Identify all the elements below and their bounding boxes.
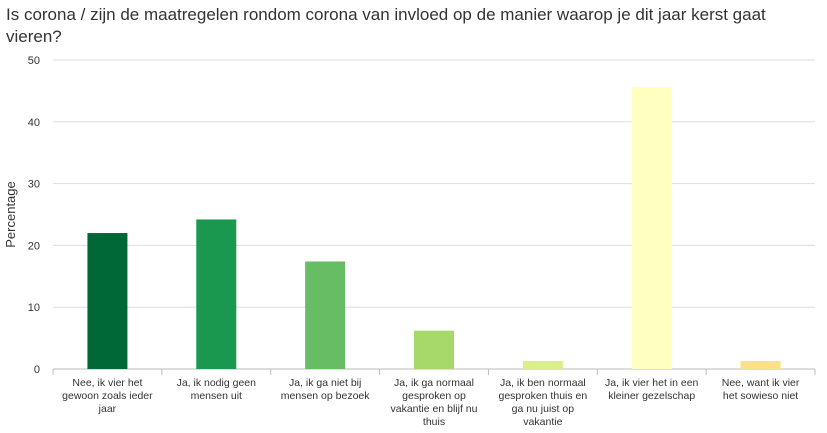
- y-axis-label: Percentage: [3, 181, 18, 248]
- bar: [414, 330, 454, 369]
- x-category-label: Ja, ik vier het in een kleiner gezelschap: [605, 377, 699, 402]
- x-category-label: Ja, ik ga niet bij mensen op bezoek: [281, 377, 370, 402]
- x-category-label: Nee, want ik vier het sowieso niet: [722, 377, 800, 402]
- chart-title: Is corona / zijn de maatregelen rondom c…: [6, 5, 766, 46]
- y-tick-label: 30: [28, 179, 40, 191]
- y-tick-label: 10: [28, 302, 40, 314]
- bar: [87, 233, 128, 369]
- bar: [740, 360, 781, 369]
- bar: [522, 360, 563, 369]
- y-tick-label: 40: [28, 117, 40, 129]
- y-tick-label: 0: [34, 364, 40, 376]
- x-category-label: Ja, ik ben normaal gesproken thuis en ga n…: [498, 377, 587, 428]
- bar: [305, 261, 346, 369]
- y-tick-label: 20: [28, 240, 40, 252]
- x-category-label: Nee, ik vier het gewoon zoals ieder jaar: [62, 377, 153, 415]
- x-category-label: Ja, ik nodig geen mensen uit: [177, 377, 257, 402]
- x-category-label: Ja, ik ga normaal gesproken op vakantie en…: [391, 377, 478, 428]
- bar: [631, 87, 672, 369]
- bar: [196, 219, 237, 369]
- y-tick-label: 50: [28, 55, 40, 67]
